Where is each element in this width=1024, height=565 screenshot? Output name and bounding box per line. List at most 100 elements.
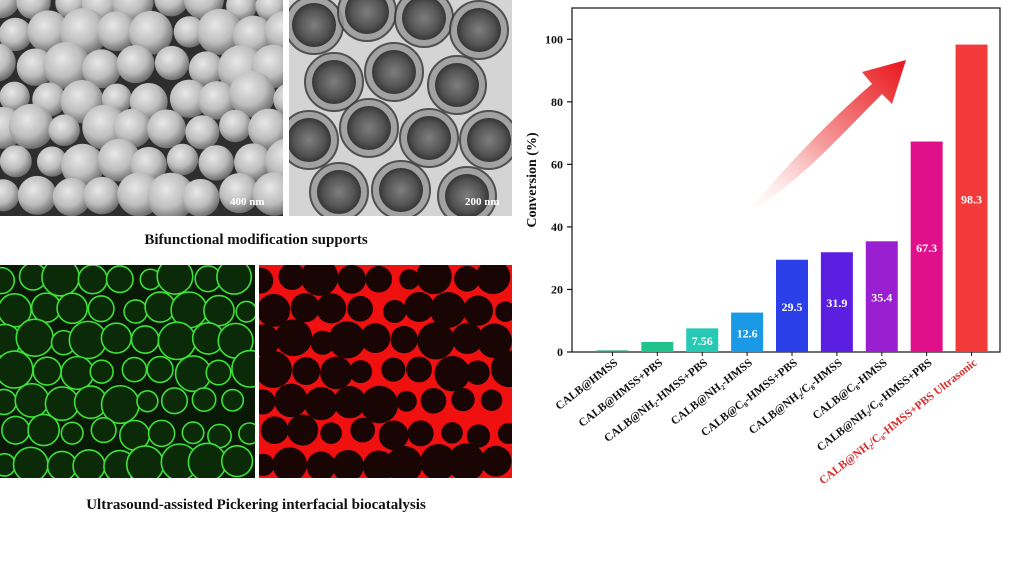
y-tick-label: 20 xyxy=(551,282,563,296)
red-droplet xyxy=(362,450,395,478)
red-droplet xyxy=(287,414,319,446)
red-droplet xyxy=(430,291,466,328)
red-droplet xyxy=(395,390,417,412)
trend-arrow-shape xyxy=(746,60,906,214)
red-droplet xyxy=(306,451,336,478)
green-fluorescence-graphic xyxy=(0,265,255,478)
red-droplet xyxy=(300,265,339,296)
sem-sphere xyxy=(185,115,220,150)
green-droplet xyxy=(60,421,84,445)
sem-sphere xyxy=(97,138,141,182)
sem-sphere xyxy=(0,17,33,52)
sem-sphere xyxy=(229,71,276,118)
sem-sphere xyxy=(147,172,195,216)
red-droplet xyxy=(462,295,494,326)
bar-data-label: 7.56 xyxy=(692,334,713,348)
red-droplet xyxy=(454,265,480,292)
caption-bottom: Ultrasound-assisted Pickering interfacia… xyxy=(86,497,426,513)
tem-sphere xyxy=(339,98,399,158)
sem-sphere xyxy=(52,177,91,216)
x-category-label: CALB@NH₂/C₈-HMSS+PBS Ultrasonic xyxy=(817,357,979,487)
sem-sphere xyxy=(219,109,252,143)
sem-sphere xyxy=(169,79,209,118)
x-category-label: CALB@C₈-HMSS xyxy=(811,357,890,422)
sem-scale-label: 400 nm xyxy=(230,196,265,208)
red-droplet xyxy=(259,351,292,389)
red-droplet xyxy=(399,269,420,290)
red-droplet xyxy=(320,422,343,444)
red-droplet xyxy=(417,322,455,360)
red-droplet xyxy=(274,383,308,418)
bar xyxy=(776,259,808,352)
sem-sphere xyxy=(234,143,272,182)
green-droplet xyxy=(216,265,253,295)
red-droplet xyxy=(320,356,353,390)
green-droplet xyxy=(123,299,148,324)
sem-sphere xyxy=(147,109,186,149)
bar xyxy=(596,350,629,352)
sem-sphere xyxy=(0,179,20,212)
red-droplet xyxy=(360,385,399,424)
red-droplet xyxy=(378,420,409,451)
red-droplet xyxy=(383,299,407,324)
sem-image: 400 nm xyxy=(0,0,283,216)
tem-image-graphic xyxy=(289,0,512,216)
sem-sphere xyxy=(197,81,237,120)
bar xyxy=(910,141,943,352)
red-droplet xyxy=(365,265,393,293)
green-droplet xyxy=(203,294,235,327)
red-droplet xyxy=(480,389,503,411)
tem-sphere xyxy=(394,0,454,48)
sem-sphere xyxy=(116,45,155,84)
sem-sphere xyxy=(48,114,80,147)
sem-sphere xyxy=(173,16,206,48)
sem-sphere xyxy=(273,84,283,115)
green-droplet xyxy=(231,349,255,388)
y-tick-label: 40 xyxy=(551,220,563,234)
green-droplet xyxy=(15,318,54,357)
tem-sphere xyxy=(399,108,459,168)
sem-sphere xyxy=(43,41,91,90)
red-droplet xyxy=(290,293,320,323)
sem-sphere xyxy=(61,143,105,188)
sem-sphere xyxy=(83,176,121,215)
green-droplet xyxy=(156,265,194,295)
green-droplet xyxy=(0,350,34,389)
red-droplet xyxy=(451,322,483,355)
sem-sphere xyxy=(219,173,260,214)
red-fluorescence-image xyxy=(259,265,512,478)
caption-top: Bifunctional modification supports xyxy=(144,232,368,248)
red-droplet xyxy=(404,292,435,323)
red-droplet xyxy=(328,321,366,359)
red-droplet xyxy=(407,420,434,447)
red-droplet xyxy=(259,453,275,477)
green-droplet xyxy=(60,355,95,391)
trend-arrow xyxy=(746,60,906,214)
bar xyxy=(641,341,674,352)
sem-sphere xyxy=(0,0,20,19)
red-droplet xyxy=(420,387,447,414)
green-droplet xyxy=(0,266,16,295)
sem-sphere xyxy=(96,11,137,52)
tem-sphere xyxy=(459,110,512,170)
red-droplet xyxy=(434,355,471,392)
red-droplet xyxy=(259,324,280,357)
red-droplet xyxy=(390,325,418,354)
green-droplet xyxy=(130,325,160,355)
green-droplet xyxy=(238,422,255,445)
tem-sphere xyxy=(364,42,424,102)
red-droplet xyxy=(259,389,276,415)
green-droplet xyxy=(147,419,176,448)
sem-sphere xyxy=(82,49,121,89)
sem-sphere xyxy=(198,145,234,181)
tem-sphere xyxy=(309,162,369,216)
green-fluorescence-image xyxy=(0,265,255,478)
red-droplet xyxy=(360,323,391,354)
green-droplet xyxy=(191,387,217,413)
green-droplet xyxy=(72,449,106,478)
red-droplet xyxy=(310,330,335,355)
sem-sphere xyxy=(154,45,190,81)
red-droplet xyxy=(259,267,274,294)
green-droplet xyxy=(220,445,254,478)
